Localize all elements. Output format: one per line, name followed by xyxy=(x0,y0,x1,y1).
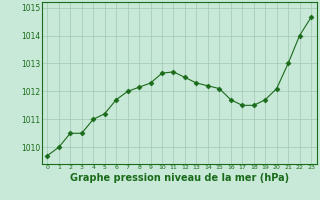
X-axis label: Graphe pression niveau de la mer (hPa): Graphe pression niveau de la mer (hPa) xyxy=(70,173,289,183)
